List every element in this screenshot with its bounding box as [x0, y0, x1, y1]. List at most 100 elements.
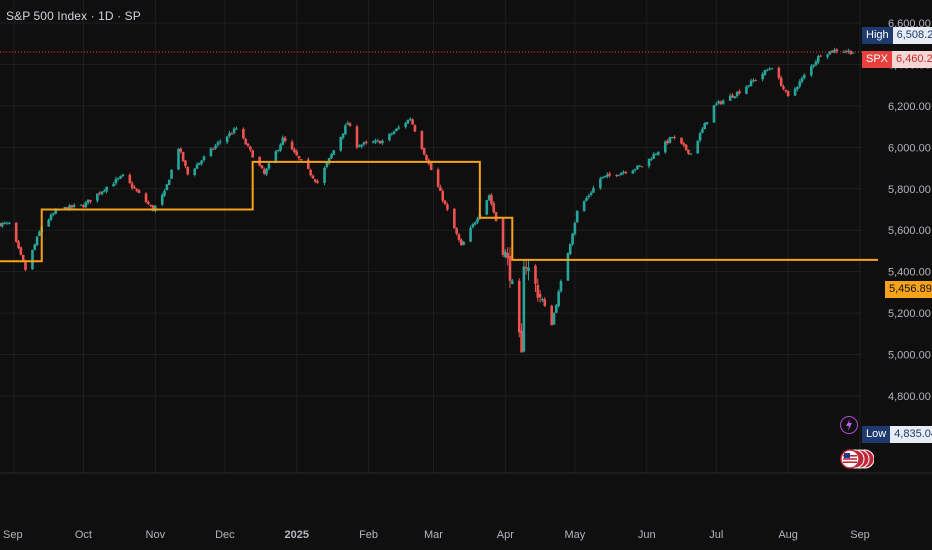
candle-body [492, 203, 496, 213]
time-tick-label: 2025 [284, 529, 308, 541]
candle-body [721, 100, 725, 104]
candle-body [666, 140, 669, 144]
spx-price-tag: SPX 6,460.25 [862, 51, 932, 68]
candle-body [589, 192, 593, 195]
step-line [0, 160, 878, 263]
price-axis[interactable]: 6,600.006,400.006,200.006,000.005,800.00… [888, 18, 931, 403]
candle-body [31, 249, 34, 270]
time-tick-label: Apr [497, 529, 514, 541]
candle-body [225, 136, 229, 143]
time-tick-label: Sep [850, 529, 870, 541]
candle-body [536, 284, 540, 298]
high-value: 6,508.23 [892, 27, 932, 44]
candle-body [181, 151, 185, 162]
candle-body [209, 148, 213, 156]
candle-body [130, 183, 134, 188]
candle-body [179, 148, 183, 152]
price-tick-label: 5,400.00 [888, 267, 931, 279]
candle-body [747, 85, 751, 87]
candle-body [404, 122, 407, 128]
candle-body [82, 205, 85, 208]
candle-body [490, 195, 493, 204]
time-tick-label: Mar [424, 529, 443, 541]
candle-body [274, 151, 278, 163]
candle-body [167, 179, 171, 186]
low-price-tag: Low 4,835.04 [862, 426, 932, 443]
candle-body [763, 70, 767, 75]
candle-body [339, 136, 343, 151]
candle-body [63, 207, 67, 209]
candle-body [70, 205, 74, 208]
time-tick-label: Feb [359, 529, 378, 541]
candle-body [216, 142, 220, 145]
candle-body [520, 330, 523, 353]
candle-body [14, 222, 18, 242]
candle-body [293, 149, 296, 153]
candle-body [826, 54, 829, 57]
time-tick-label: Nov [146, 529, 166, 541]
lightning-icon[interactable] [840, 416, 858, 434]
candle-body [601, 176, 604, 179]
candle-body [779, 77, 783, 87]
candle-body [202, 156, 206, 160]
candle-body [592, 188, 595, 193]
candle-body [573, 222, 577, 235]
candle-body [200, 160, 203, 164]
time-axis[interactable]: Sep Oct Nov Dec 2025 Feb Mar Apr May Jun Jul Aug Sep [3, 529, 870, 541]
candle-body [719, 101, 723, 104]
candle-body [749, 80, 753, 87]
candlestick-series [0, 47, 855, 353]
candle-body [453, 208, 456, 229]
candle-body [668, 137, 672, 143]
candle-body [79, 204, 83, 206]
candle-body [487, 195, 491, 200]
candle-body [262, 169, 266, 174]
candle-body [517, 280, 521, 333]
candle-body [538, 294, 542, 298]
candle-body [652, 154, 655, 159]
candle-body [582, 201, 586, 211]
candle-body [585, 198, 588, 201]
candle-body [680, 137, 683, 144]
candle-body [17, 241, 20, 249]
candle-body [54, 209, 57, 214]
candle-body [68, 205, 71, 211]
step-line-price-tag: 5,456.89 [885, 281, 932, 298]
candle-body [541, 299, 544, 301]
candle-body [603, 175, 607, 177]
candle-body [814, 61, 818, 65]
symbol-title[interactable]: S&P 500 Index · 1D · SP [6, 9, 141, 23]
candle-body [682, 143, 686, 146]
low-label: Low [866, 428, 887, 440]
candle-body [770, 68, 774, 70]
candle-body [784, 89, 788, 92]
candle-body [198, 162, 201, 165]
candle-body [232, 128, 236, 134]
candle-body [267, 163, 271, 169]
candle-body [100, 191, 104, 195]
candle-body [698, 133, 702, 141]
candle-body [344, 125, 347, 135]
time-axis-background[interactable] [0, 520, 932, 550]
candle-body [684, 144, 688, 150]
candle-body [3, 222, 6, 224]
candle-body [135, 189, 139, 191]
candle-body [144, 193, 148, 203]
candle-body [696, 140, 700, 154]
high-price-tag: High 6,508.23 [862, 27, 932, 44]
us-flag-icon[interactable] [840, 447, 875, 471]
candle-body [406, 119, 410, 124]
candle-body [47, 219, 50, 227]
candle-body [816, 56, 820, 63]
candle-body [571, 233, 574, 245]
candle-body [534, 265, 537, 284]
candle-body [735, 91, 739, 97]
candle-body [606, 174, 609, 177]
candle-body [657, 151, 660, 155]
time-tick-label: Sep [3, 529, 23, 541]
candle-body [249, 146, 252, 150]
step-line-series [0, 160, 878, 263]
candle-body [348, 123, 352, 126]
candle-body [151, 205, 155, 211]
